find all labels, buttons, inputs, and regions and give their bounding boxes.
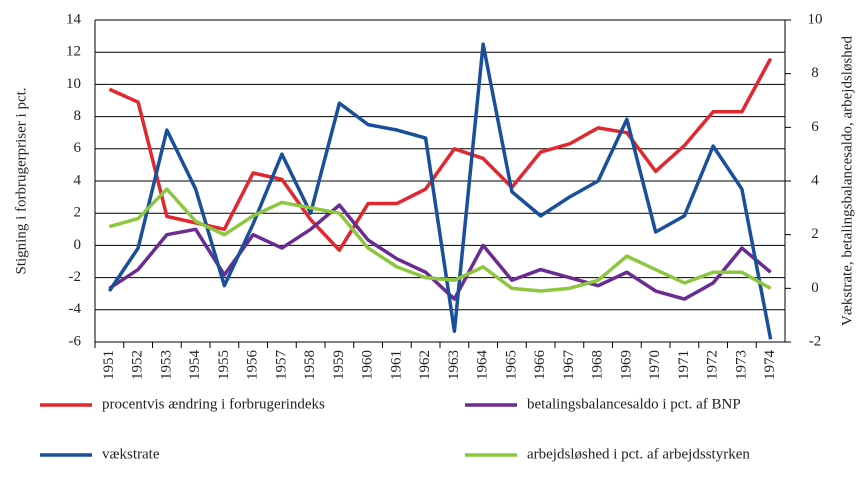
x-tick-label: 1971	[676, 350, 692, 380]
x-tick-label: 1955	[216, 350, 232, 380]
y-tick-label: 8	[74, 108, 82, 124]
y2-axis-title: Vækstrate, betalingsbalancesaldo, arbejd…	[839, 36, 855, 326]
x-tick-label: 1969	[618, 350, 634, 380]
x-tick-label: 1967	[561, 350, 577, 381]
x-tick-label: 1974	[762, 350, 778, 381]
x-tick-label: 1968	[590, 350, 606, 380]
x-tick-label: 1973	[733, 350, 749, 380]
y2-tick-label: -2	[809, 333, 822, 349]
y-axis-title: Stigning i forbrugerpriser i pct.	[13, 87, 29, 274]
y-tick-label: -6	[69, 333, 82, 349]
x-tick-label: 1972	[705, 350, 721, 380]
x-tick-label: 1960	[360, 350, 376, 380]
series-line	[107, 42, 773, 340]
series-line	[108, 57, 773, 252]
y-tick-label: 2	[74, 205, 82, 221]
y2-tick-label: 4	[811, 172, 819, 188]
x-tick-label: 1958	[302, 350, 318, 380]
y2-tick-label: 2	[811, 226, 819, 242]
x-tick-label: 1952	[130, 350, 146, 380]
y-tick-label: 14	[66, 11, 82, 27]
x-tick-label: 1966	[532, 350, 548, 381]
x-tick-label: 1965	[503, 350, 519, 380]
y2-tick-label: 10	[808, 11, 823, 27]
y-tick-label: 12	[66, 44, 81, 60]
y-tick-label: -4	[69, 301, 82, 317]
x-tick-label: 1953	[158, 350, 174, 380]
y-tick-label: 10	[66, 76, 81, 92]
x-tick-label: 1970	[647, 350, 663, 380]
y-tick-label: 4	[74, 172, 82, 188]
x-tick-label: 1951	[101, 350, 117, 380]
y-tick-label: 0	[74, 237, 82, 253]
legend-label: vækstrate	[102, 446, 160, 462]
x-tick-label: 1964	[475, 350, 491, 381]
x-tick-label: 1963	[446, 350, 462, 380]
x-tick-label: 1961	[388, 350, 404, 380]
legend-label: betalingsbalancesaldo i pct. af BNP	[527, 396, 741, 412]
x-tick-label: 1954	[187, 350, 203, 381]
y2-tick-label: 8	[811, 65, 819, 81]
series-line	[108, 187, 772, 293]
x-tick-label: 1962	[417, 350, 433, 380]
x-tick-label: 1959	[331, 350, 347, 380]
y-tick-label: 6	[74, 140, 82, 156]
y2-tick-label: 6	[811, 119, 819, 135]
x-tick-label: 1957	[273, 350, 289, 381]
x-tick-label: 1956	[245, 350, 261, 381]
legend-label: procentvis ændring i forbrugerindeks	[102, 396, 325, 412]
y2-tick-label: 0	[811, 280, 819, 296]
legend-label: arbejdsløshed i pct. af arbejdsstyrken	[527, 446, 750, 462]
y-tick-label: -2	[69, 269, 82, 285]
series-line	[108, 203, 772, 301]
